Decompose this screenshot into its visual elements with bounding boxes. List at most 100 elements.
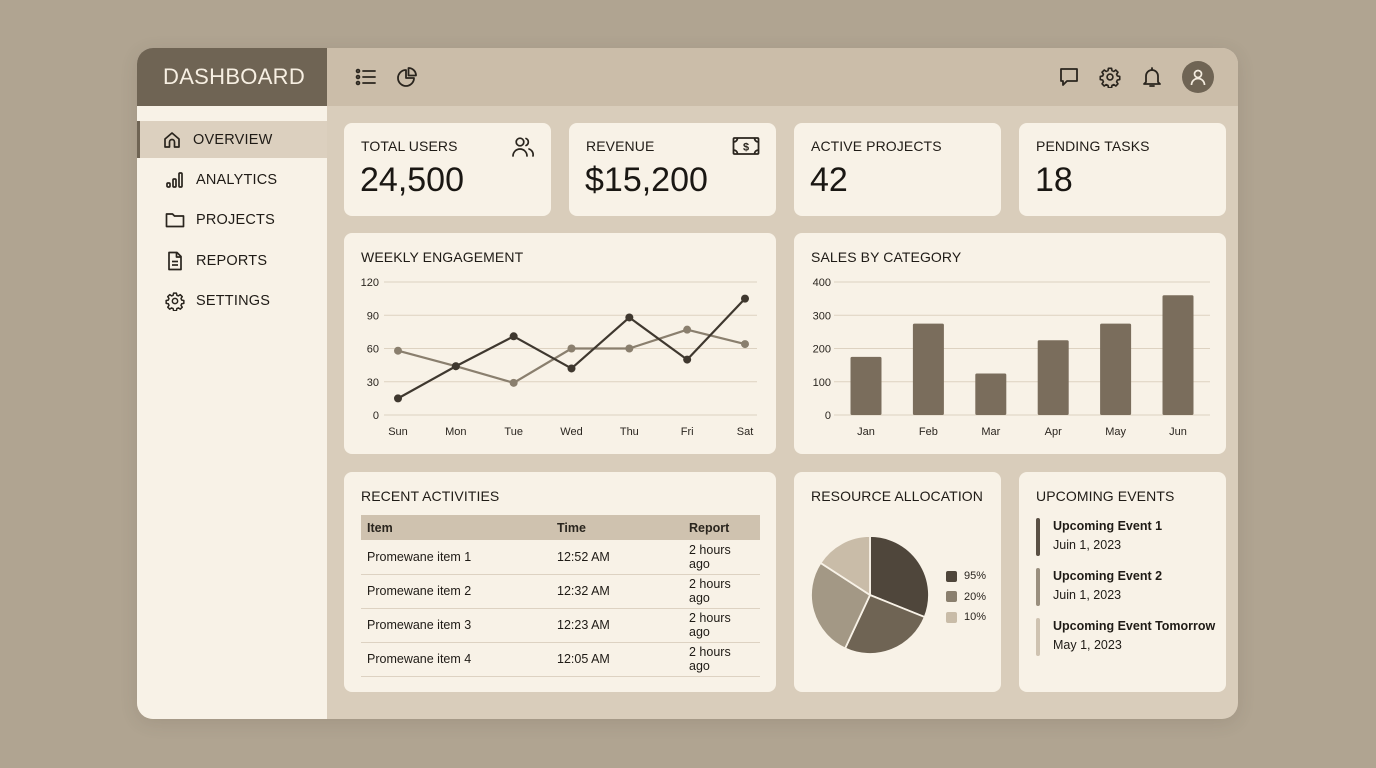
x-tick-label: Tue (504, 426, 523, 438)
data-point[interactable] (451, 362, 460, 371)
x-tick-label: Sun (388, 426, 408, 438)
x-tick-label: Mon (445, 426, 466, 438)
sidebar-item-overview[interactable]: OVERVIEW (137, 121, 327, 158)
event-item[interactable]: Upcoming Event Tomorrow May 1, 2023 (1036, 618, 1215, 656)
recent-activities-card: RECENT ACTIVITIES Item Time Report Prome… (344, 472, 776, 692)
data-point[interactable] (567, 364, 576, 373)
chat-icon[interactable] (1054, 62, 1084, 92)
cell-item: Promewane item 3 (361, 608, 551, 643)
event-item[interactable]: Upcoming Event 2 Juin 1, 2023 (1036, 568, 1162, 606)
users-icon (511, 136, 535, 163)
y-tick-label: 90 (367, 310, 379, 322)
card-title: UPCOMING EVENTS (1036, 488, 1175, 504)
resource-pie-chart (810, 535, 930, 655)
sidebar-item-projects[interactable]: PROJECTS (137, 202, 327, 239)
sidebar-item-reports[interactable]: REPORTS (137, 242, 327, 279)
event-title: Upcoming Event 2 (1053, 569, 1163, 583)
pie-slice[interactable] (869, 535, 930, 619)
event-date: Juin 1, 2023 (1053, 588, 1122, 602)
x-tick-label: Feb (919, 426, 938, 438)
data-point[interactable] (741, 294, 749, 303)
event-title: Upcoming Event Tomorrow (1053, 619, 1216, 633)
line-series (397, 328, 746, 384)
activities-table: Item Time Report Promewane item 1 12:52 … (361, 515, 760, 677)
table-row[interactable]: Promewane item 4 12:05 AM 2 hours ago (361, 642, 760, 677)
stat-label: TOTAL USERS (361, 138, 458, 154)
x-tick-label: Sat (737, 426, 754, 438)
stat-value: 42 (810, 161, 848, 199)
gear-icon[interactable] (1095, 62, 1125, 92)
column-header-report[interactable]: Report (683, 515, 760, 540)
table-row[interactable]: Promewane item 2 12:32 AM 2 hours ago (361, 574, 760, 609)
cell-time: 12:32 AM (551, 574, 683, 609)
event-indicator (1036, 568, 1040, 606)
stat-card-active-projects: ACTIVE PROJECTS 42 (794, 123, 1001, 216)
table-row[interactable]: Promewane item 1 12:52 AM 2 hours ago (361, 540, 760, 575)
weekly-engagement-line-chart: 0 30 60 90 120 Sun Mon Tue Wed Thu Fri Sat (361, 277, 757, 438)
x-tick-label: Jan (857, 426, 875, 438)
cell-time: 12:05 AM (551, 642, 683, 677)
bell-icon[interactable] (1137, 62, 1167, 92)
cell-report: 2 hours ago (683, 642, 760, 677)
column-header-item[interactable]: Item (361, 515, 551, 540)
cell-item: Promewane item 1 (361, 540, 551, 575)
bar[interactable] (850, 356, 882, 415)
x-tick-label: Thu (620, 426, 639, 438)
pie-legend: 95% 20% 10% (946, 566, 986, 628)
data-point[interactable] (683, 325, 692, 334)
event-date: May 1, 2023 (1053, 638, 1122, 652)
list-icon[interactable] (351, 62, 381, 92)
sidebar-item-label: ANALYTICS (196, 171, 278, 188)
bar[interactable] (1100, 323, 1132, 415)
pie-slice[interactable] (810, 561, 871, 650)
bar-chart-icon (166, 172, 183, 188)
table-row[interactable]: Promewane item 3 12:23 AM 2 hours ago (361, 608, 760, 643)
pie-chart-icon[interactable] (392, 62, 422, 92)
stat-label: REVENUE (586, 138, 655, 154)
data-point[interactable] (509, 332, 518, 341)
folder-icon (165, 213, 185, 228)
sidebar-item-settings[interactable]: SETTINGS (137, 283, 327, 320)
cell-report: 2 hours ago (683, 540, 760, 575)
event-indicator (1036, 518, 1040, 556)
stat-value: $15,200 (585, 161, 708, 199)
data-point[interactable] (394, 394, 402, 403)
cell-report: 2 hours ago (683, 608, 760, 643)
bar[interactable] (1162, 295, 1194, 415)
x-tick-label: Mar (981, 426, 1000, 438)
sidebar-item-analytics[interactable]: ANALYTICS (137, 161, 327, 198)
pie-slice[interactable] (844, 594, 926, 655)
sidebar-item-label: OVERVIEW (193, 131, 273, 148)
card-title: WEEKLY ENGAGEMENT (361, 249, 524, 265)
event-item[interactable]: Upcoming Event 1 Juin 1, 2023 (1036, 518, 1162, 556)
stat-value: 24,500 (360, 161, 464, 199)
data-point[interactable] (625, 313, 634, 322)
data-point[interactable] (683, 355, 692, 364)
bar[interactable] (912, 323, 944, 415)
x-tick-label: Fri (681, 426, 694, 438)
app-title: DASHBOARD (137, 48, 327, 106)
data-point[interactable] (394, 346, 402, 355)
user-avatar[interactable] (1182, 61, 1214, 93)
event-title: Upcoming Event 1 (1053, 519, 1163, 533)
sidebar-item-label: PROJECTS (196, 212, 275, 229)
legend-label: 10% (964, 611, 987, 624)
sidebar: OVERVIEW ANALYTICS PROJECTS REPORTS (137, 106, 327, 719)
cell-time: 12:23 AM (551, 608, 683, 643)
data-point[interactable] (509, 378, 518, 387)
top-bar (327, 48, 1238, 106)
data-point[interactable] (625, 344, 634, 353)
weekly-engagement-card: WEEKLY ENGAGEMENT 0 30 60 90 120 Sun Mon Tue Wed… (344, 233, 776, 454)
stat-label: ACTIVE PROJECTS (811, 138, 942, 154)
data-point[interactable] (741, 340, 749, 349)
money-icon: $ (732, 136, 760, 161)
x-tick-label: Wed (560, 426, 582, 438)
pie-slice[interactable] (819, 535, 871, 596)
sidebar-item-label: REPORTS (196, 252, 268, 269)
bar[interactable] (975, 373, 1007, 415)
bar[interactable] (1037, 340, 1069, 415)
data-point[interactable] (567, 344, 576, 353)
card-title: SALES BY CATEGORY (811, 249, 962, 265)
resource-allocation-card: RESOURCE ALLOCATION 95% 20% 10% (794, 472, 1001, 692)
column-header-time[interactable]: Time (551, 515, 683, 540)
